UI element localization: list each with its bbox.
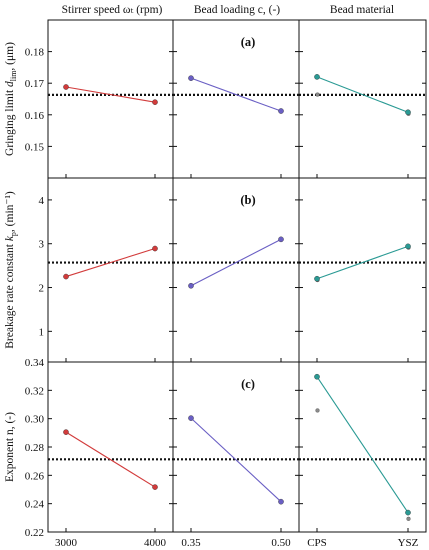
y-tick-label: 0.34 bbox=[25, 357, 45, 369]
y-tick-label: 0.15 bbox=[25, 141, 45, 153]
panel-label: (b) bbox=[240, 193, 255, 207]
effect-point bbox=[405, 509, 411, 516]
panel-row-3: 0.22 0.24 0.26 0.28 0.30 0.32 0.34 3000 4000 0.35… bbox=[4, 357, 427, 549]
effect-point bbox=[314, 275, 320, 282]
effect-line bbox=[65, 86, 156, 103]
effect-point bbox=[188, 415, 194, 421]
y-axis-label-symbol: d bbox=[4, 81, 16, 87]
effect-point bbox=[405, 243, 411, 250]
y-tick-label: 0.17 bbox=[25, 78, 45, 90]
effect-line bbox=[190, 238, 282, 287]
panel-2-2 bbox=[172, 177, 300, 363]
panel-frame bbox=[47, 177, 174, 363]
y-axis-label-rest: , (μm) bbox=[4, 42, 16, 71]
panel-frame bbox=[298, 177, 427, 363]
replicate-point bbox=[315, 408, 320, 413]
column-headers: Stirrer speed ωₜ (rpm) Bead loading c, (… bbox=[62, 4, 394, 16]
y-tick-label: 0.18 bbox=[25, 47, 45, 59]
effect-point bbox=[152, 99, 158, 105]
effect-point bbox=[278, 236, 284, 243]
effect-line bbox=[190, 77, 282, 112]
panel-2-3 bbox=[298, 177, 427, 363]
panel-frame bbox=[47, 19, 174, 179]
y-tick-label: 0.16 bbox=[25, 110, 45, 122]
effect-line bbox=[65, 431, 156, 488]
panel-frame bbox=[298, 19, 427, 179]
panel-3-3: CPS YSZ bbox=[298, 361, 427, 549]
y-axis-label: Gringing limit dlim, (μm) bbox=[4, 42, 18, 156]
y-tick-label: 1 bbox=[39, 326, 45, 338]
effect-point bbox=[152, 245, 158, 252]
panel-1-1: 0.15 0.16 0.17 0.18 bbox=[25, 19, 174, 179]
panel-3-1: 0.22 0.24 0.26 0.28 0.30 0.32 0.34 3000 4000 bbox=[25, 357, 174, 549]
x-tick-label: 0.50 bbox=[271, 537, 291, 549]
y-axis-label-text: Gringing limit bbox=[4, 87, 16, 156]
x-tick-label: 4000 bbox=[144, 537, 167, 549]
y-tick-label: 4 bbox=[39, 195, 45, 207]
panel-1-3 bbox=[298, 19, 427, 179]
y-tick-label: 0.24 bbox=[25, 499, 45, 511]
y-tick-label: 3 bbox=[39, 239, 45, 251]
y-axis-label-rest: , (min⁻¹) bbox=[4, 191, 16, 232]
y-axis-label: Exponent n, (-) bbox=[4, 412, 16, 482]
x-tick-label: CPS bbox=[307, 537, 327, 549]
panel-3-2: 0.35 0.50 bbox=[172, 361, 300, 549]
y-axis-label-subscript: lim bbox=[9, 70, 18, 81]
panel-frame bbox=[172, 19, 300, 179]
panel-label: (c) bbox=[241, 377, 255, 391]
effect-point bbox=[63, 84, 69, 90]
effect-line bbox=[65, 248, 156, 278]
panel-2-1: 1 2 3 4 bbox=[39, 177, 174, 363]
y-tick-label: 0.26 bbox=[25, 470, 45, 482]
effect-point bbox=[63, 273, 69, 280]
y-tick-label: 0.28 bbox=[25, 442, 45, 454]
effect-point bbox=[278, 108, 284, 114]
panel-row-2: 1 2 3 4 (b) Breakage rate constant kp, (min⁻¹… bbox=[4, 177, 427, 363]
y-axis-label-text: Breakage rate constant bbox=[4, 241, 16, 349]
panel-frame bbox=[47, 361, 174, 533]
panel-frame bbox=[172, 361, 300, 533]
effect-point bbox=[278, 498, 284, 505]
y-axis-label-symbol: k bbox=[4, 235, 16, 241]
effect-line bbox=[316, 376, 409, 513]
y-tick-label: 0.30 bbox=[25, 414, 45, 426]
panel-frame bbox=[298, 361, 427, 533]
effect-point bbox=[314, 74, 320, 80]
y-tick-label: 0.32 bbox=[25, 385, 44, 397]
replicate-point bbox=[406, 516, 411, 521]
x-tick-label: YSZ bbox=[398, 537, 419, 549]
column-header-bead-material: Bead material bbox=[330, 4, 394, 16]
effect-point bbox=[63, 429, 69, 435]
panel-frame bbox=[172, 177, 300, 363]
effect-line bbox=[316, 76, 409, 113]
column-header-bead-loading: Bead loading c, (-) bbox=[194, 4, 280, 16]
y-axis-label-subscript: p bbox=[9, 232, 18, 236]
effect-point bbox=[405, 109, 411, 116]
panel-1-2 bbox=[172, 19, 300, 179]
x-tick-label: 3000 bbox=[55, 537, 78, 549]
y-tick-label: 0.22 bbox=[25, 527, 44, 539]
effect-line bbox=[190, 417, 282, 503]
effect-point bbox=[152, 484, 158, 490]
y-tick-label: 2 bbox=[39, 283, 45, 295]
effect-line bbox=[316, 245, 409, 280]
effect-point bbox=[188, 75, 194, 81]
y-axis-label: Breakage rate constant kp, (min⁻¹) bbox=[4, 191, 18, 349]
panel-label: (a) bbox=[241, 35, 256, 49]
column-header-stirrer-speed: Stirrer speed ωₜ (rpm) bbox=[62, 4, 163, 16]
replicate-point bbox=[315, 92, 320, 97]
effect-point bbox=[188, 282, 194, 289]
panel-row-1: 0.15 0.16 0.17 0.18 (a) Gringing limit dlim, … bbox=[4, 19, 427, 179]
x-tick-label: 0.35 bbox=[181, 537, 201, 549]
effect-point bbox=[314, 373, 320, 380]
